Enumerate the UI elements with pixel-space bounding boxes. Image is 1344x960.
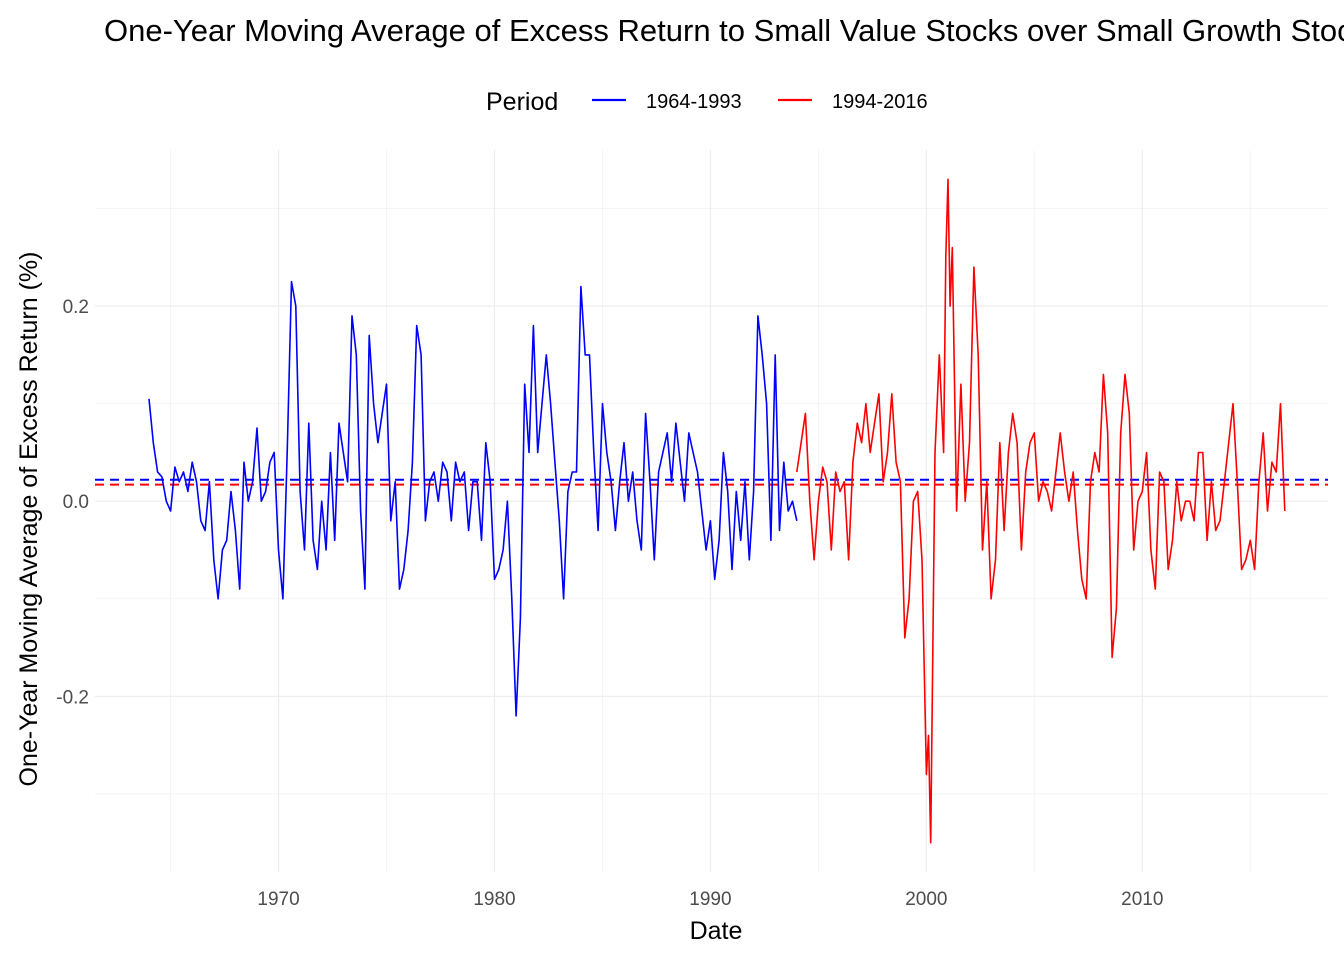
series-lines [148,178,1286,844]
series-line-1 [148,280,798,717]
legend: Period 1964-1993 1994-2016 [486,88,928,116]
y-tick-label: 0.0 [63,492,89,513]
x-tick-label: 2010 [1121,889,1163,910]
x-tick-label: 1990 [689,889,731,910]
x-tick-label: 1980 [473,889,515,910]
mean-reference-lines [95,478,1328,486]
legend-label-series-2: 1994-2016 [832,91,928,113]
legend-title: Period [486,88,558,116]
x-tick-label: 1970 [257,889,299,910]
x-axis-title: Date [690,917,743,945]
legend-label-series-1: 1964-1993 [646,91,742,113]
tick-labels: 1970 1980 1990 2000 2010 -0.2 0.0 0.2 [56,297,1163,910]
series-line-2 [796,178,1286,844]
y-tick-label: 0.2 [63,297,89,318]
y-axis-title: One-Year Moving Average of Excess Return… [15,252,43,787]
chart-title: One-Year Moving Average of Excess Return… [104,13,1344,48]
y-tick-label: -0.2 [56,687,89,708]
grid [95,150,1328,872]
x-tick-label: 2000 [905,889,947,910]
